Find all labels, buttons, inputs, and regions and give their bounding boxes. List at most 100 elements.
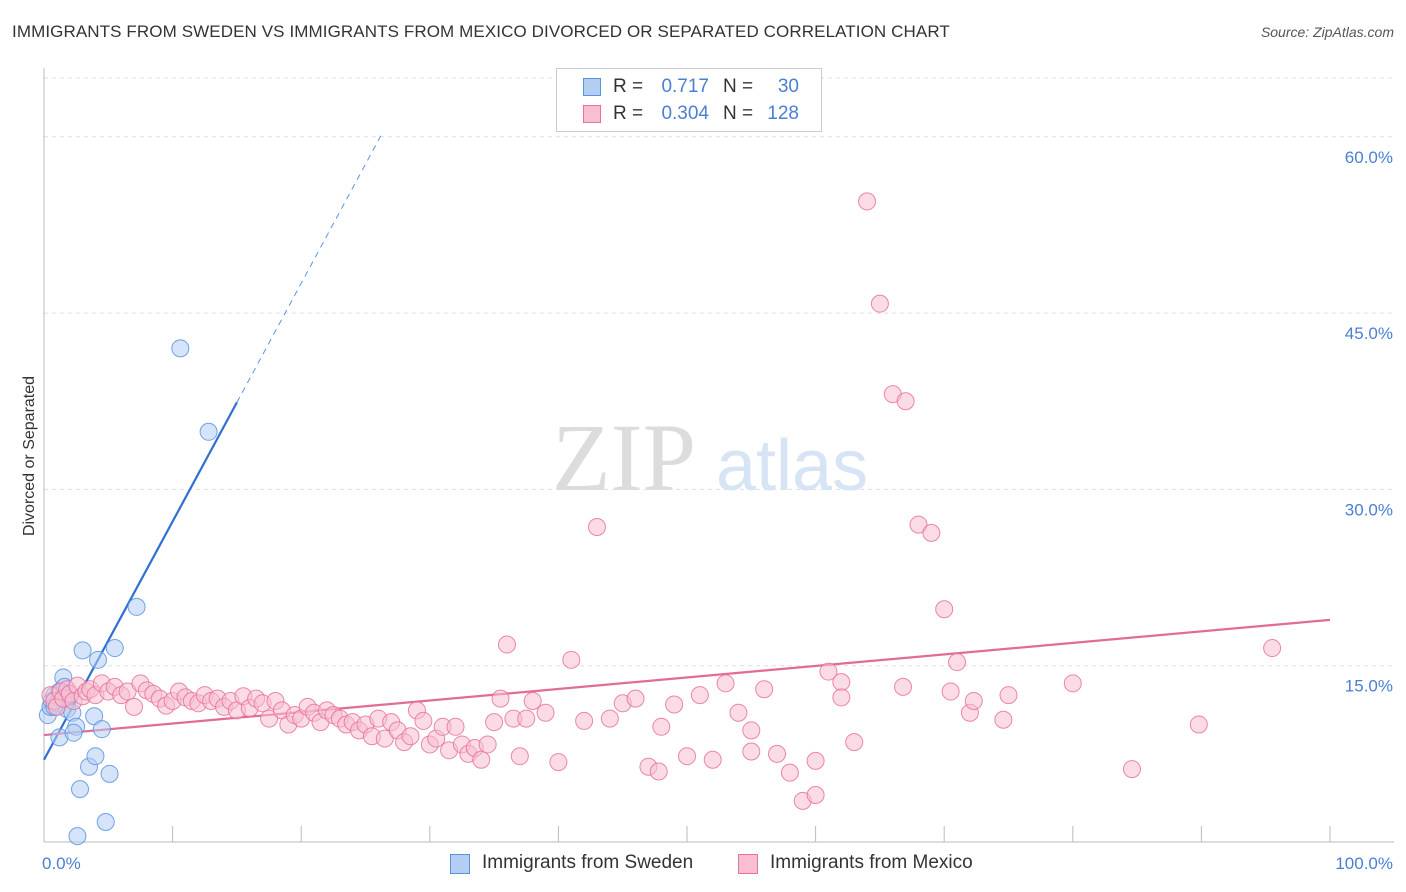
stats-r-value-mexico: 0.304 bbox=[661, 103, 709, 124]
data-point bbox=[806, 785, 825, 804]
data-point bbox=[125, 697, 144, 716]
stats-n-label: N = bbox=[723, 103, 754, 124]
data-point bbox=[780, 763, 799, 782]
data-point bbox=[690, 686, 709, 705]
data-point bbox=[1122, 760, 1141, 779]
data-point bbox=[199, 422, 218, 441]
stats-r-value-sweden: 0.717 bbox=[661, 76, 709, 97]
data-point bbox=[742, 742, 761, 761]
data-point bbox=[478, 735, 497, 754]
grid-lines bbox=[44, 77, 1394, 667]
data-point bbox=[523, 691, 542, 710]
data-point bbox=[446, 717, 465, 736]
legend-swatch-mexico bbox=[738, 854, 758, 874]
data-point bbox=[92, 720, 111, 739]
data-point bbox=[575, 711, 594, 730]
stats-row-sweden: R = 0.717 N = 30 bbox=[557, 74, 821, 100]
legend-label-sweden: Immigrants from Sweden bbox=[482, 852, 694, 873]
y-tick-label: 30.0% bbox=[1345, 500, 1393, 519]
data-point bbox=[665, 695, 684, 714]
y-tick-label: 45.0% bbox=[1345, 324, 1393, 343]
y-tick-label: 15.0% bbox=[1345, 677, 1393, 696]
data-point bbox=[171, 339, 190, 358]
data-point bbox=[909, 515, 928, 534]
data-point bbox=[806, 751, 825, 770]
data-point bbox=[517, 709, 536, 728]
data-point bbox=[768, 744, 787, 763]
source-note: Source: ZipAtlas.com bbox=[1260, 24, 1394, 40]
data-point bbox=[896, 392, 915, 411]
data-point bbox=[729, 703, 748, 722]
data-point bbox=[375, 729, 394, 748]
data-point bbox=[600, 709, 619, 728]
data-point bbox=[485, 713, 504, 732]
data-point bbox=[832, 688, 851, 707]
data-point bbox=[941, 682, 960, 701]
data-point bbox=[549, 753, 568, 772]
data-point bbox=[894, 677, 913, 696]
data-point bbox=[64, 723, 83, 742]
data-point bbox=[678, 747, 696, 766]
data-point bbox=[86, 747, 105, 766]
stats-n-value-mexico: 128 bbox=[767, 103, 799, 124]
data-point bbox=[999, 686, 1018, 705]
data-point bbox=[401, 727, 420, 746]
data-point bbox=[1189, 715, 1208, 734]
series-mexico bbox=[41, 192, 1282, 810]
data-point bbox=[260, 709, 279, 728]
stats-row-mexico: R = 0.304 N = 128 bbox=[557, 101, 821, 127]
data-point bbox=[649, 762, 668, 781]
series-sweden bbox=[38, 339, 218, 846]
data-point bbox=[935, 600, 954, 619]
watermark-zip: ZIP bbox=[552, 404, 696, 511]
data-point bbox=[73, 641, 92, 660]
data-point bbox=[994, 710, 1013, 729]
data-point bbox=[845, 733, 864, 752]
data-point bbox=[562, 650, 581, 669]
data-point bbox=[703, 750, 722, 769]
data-point bbox=[1063, 674, 1082, 693]
data-point bbox=[870, 294, 889, 313]
data-point bbox=[1263, 639, 1282, 658]
data-point bbox=[819, 662, 838, 681]
correlation-stats-box: R = 0.717 N = 30 R = 0.304 N = 128 bbox=[556, 68, 822, 132]
data-point bbox=[68, 827, 87, 846]
data-point bbox=[414, 711, 433, 730]
legend-label-mexico: Immigrants from Mexico bbox=[770, 852, 973, 873]
trend-line-sweden-extension bbox=[236, 135, 382, 403]
trend-line-mexico bbox=[43, 618, 1331, 737]
x-tick-label: 0.0% bbox=[42, 854, 81, 873]
data-point bbox=[491, 689, 510, 708]
stats-r-label: R = bbox=[613, 76, 644, 97]
data-point bbox=[832, 673, 851, 692]
axes bbox=[43, 68, 1394, 843]
stats-r-label: R = bbox=[613, 103, 644, 124]
y-tick-label: 60.0% bbox=[1345, 148, 1393, 167]
y-axis-label: Divorced or Separated bbox=[21, 376, 38, 536]
data-point bbox=[127, 597, 146, 616]
legend: Immigrants from Sweden Immigrants from M… bbox=[0, 852, 1406, 876]
stats-n-value-sweden: 30 bbox=[777, 76, 799, 97]
data-points bbox=[38, 192, 1282, 846]
data-point bbox=[510, 747, 529, 766]
data-point bbox=[536, 703, 555, 722]
stats-swatch-sweden bbox=[583, 78, 601, 96]
data-point bbox=[755, 680, 774, 699]
data-point bbox=[118, 682, 137, 701]
data-point bbox=[105, 639, 124, 658]
data-point bbox=[71, 780, 90, 799]
data-point bbox=[626, 689, 645, 708]
data-point bbox=[587, 517, 606, 536]
data-point bbox=[472, 750, 491, 769]
x-tick-label: 100.0% bbox=[1335, 854, 1393, 873]
data-point bbox=[742, 721, 761, 740]
data-point bbox=[497, 635, 516, 654]
data-point bbox=[89, 650, 108, 669]
data-point bbox=[948, 653, 967, 672]
watermark-atlas: atlas bbox=[716, 426, 868, 506]
data-point bbox=[964, 691, 983, 710]
data-point bbox=[100, 764, 119, 783]
data-point bbox=[96, 813, 115, 832]
watermark: ZIP atlas bbox=[552, 404, 868, 511]
